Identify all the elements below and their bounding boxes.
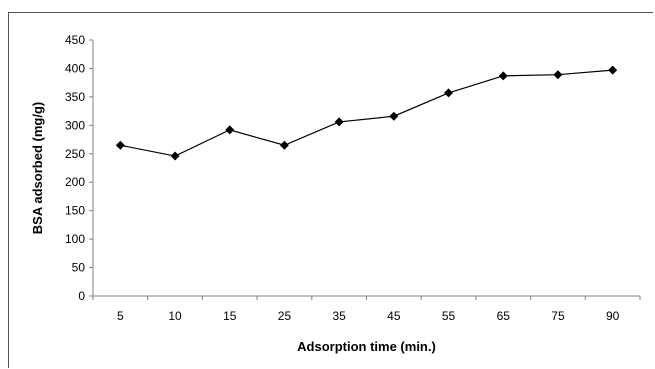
data-point-marker	[553, 70, 563, 80]
data-point-marker	[608, 65, 618, 75]
series-line	[120, 69, 613, 157]
y-tick-label: 100	[65, 232, 85, 246]
y-tick-label: 400	[65, 61, 85, 75]
x-tick-label: 55	[442, 309, 456, 323]
data-point-marker	[225, 125, 235, 135]
y-tick-label: 250	[65, 147, 85, 161]
data-point-marker	[279, 140, 289, 150]
tick-labels: 0 50 100 150 200 250 300 350 400 450 5 10 15 25 35 45 55…	[65, 33, 620, 323]
x-tick-label: 65	[497, 309, 511, 323]
x-axis-title: Adsorption time (min.)	[297, 339, 436, 354]
x-tick-label: 25	[278, 309, 292, 323]
x-tick-label: 10	[168, 309, 182, 323]
y-tick-label: 150	[65, 204, 85, 218]
chart-frame	[8, 12, 653, 368]
data-point-marker	[115, 140, 125, 150]
data-point-marker	[498, 71, 508, 81]
y-tick-label: 50	[72, 261, 86, 275]
x-tick-label: 90	[606, 309, 620, 323]
y-tick-label: 200	[65, 175, 85, 189]
x-tick-label: 5	[117, 309, 124, 323]
x-tick-label: 75	[551, 309, 565, 323]
y-axis-title: BSA adsorbed (mg/g)	[30, 102, 45, 234]
y-tick-label: 0	[78, 289, 85, 303]
data-point-marker	[334, 117, 344, 127]
x-tick-label: 15	[223, 309, 237, 323]
y-tick-label: 350	[65, 90, 85, 104]
axes	[89, 39, 641, 300]
y-tick-label: 450	[65, 33, 85, 47]
data-point-marker	[170, 151, 180, 161]
x-tick-label: 35	[332, 309, 346, 323]
data-point-marker	[389, 111, 399, 121]
data-point-marker	[444, 88, 454, 98]
x-tick-label: 45	[387, 309, 401, 323]
y-tick-label: 300	[65, 118, 85, 132]
series	[115, 65, 618, 161]
